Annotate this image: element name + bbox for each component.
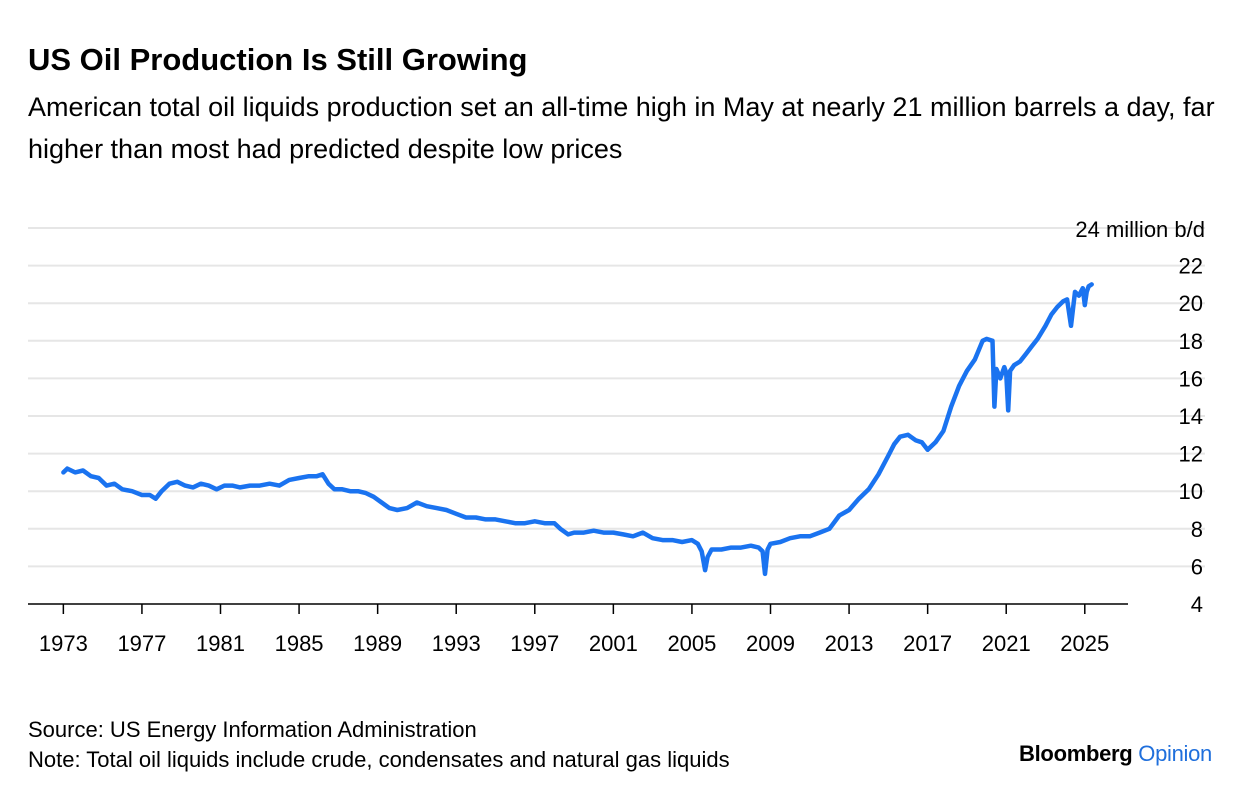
line-chart: 1973 1977 1981 1985 1989 1993 1997 2001 2005 2009… (28, 217, 1205, 656)
y-tick-label: 22 (1179, 254, 1203, 279)
chart-subtitle: American total oil liquids production se… (28, 92, 1215, 164)
y-tick-label: 8 (1191, 517, 1203, 542)
grid-lines (28, 227, 1205, 568)
x-tick-label: 2009 (746, 631, 795, 656)
y-axis-unit-label: 24 million b/d (1075, 217, 1205, 242)
x-tick-label: 1973 (39, 631, 88, 656)
x-tick-label: 2025 (1060, 631, 1109, 656)
x-tick-label: 1989 (353, 631, 402, 656)
source-note: Source: US Energy Information Administra… (28, 717, 477, 742)
y-tick-label: 14 (1179, 404, 1203, 429)
x-tick-label: 2017 (903, 631, 952, 656)
x-tick-label: 2001 (589, 631, 638, 656)
x-axis-ticks: 1973 1977 1981 1985 1989 1993 1997 2001 2005 2009… (39, 604, 1109, 656)
y-tick-label: 16 (1179, 366, 1203, 391)
y-tick-label: 18 (1179, 329, 1203, 354)
y-tick-label: 20 (1179, 291, 1203, 316)
x-tick-label: 1997 (510, 631, 559, 656)
x-tick-label: 1985 (275, 631, 324, 656)
y-tick-label: 10 (1179, 479, 1203, 504)
brand-logo: Bloomberg Opinion (1019, 741, 1212, 767)
x-tick-label: 1993 (432, 631, 481, 656)
brand-sub: Opinion (1138, 741, 1212, 766)
y-axis-ticks: 4 6 8 10 12 14 16 18 20 22 (1179, 254, 1203, 617)
y-tick-label: 4 (1191, 592, 1203, 617)
footnote: Note: Total oil liquids include crude, c… (28, 747, 730, 772)
y-tick-label: 6 (1191, 554, 1203, 579)
x-tick-label: 2005 (667, 631, 716, 656)
x-tick-label: 1977 (117, 631, 166, 656)
y-tick-label: 12 (1179, 442, 1203, 467)
x-tick-label: 2021 (982, 631, 1031, 656)
series-line-production (61, 282, 1094, 577)
x-tick-label: 1981 (196, 631, 245, 656)
x-tick-label: 2013 (825, 631, 874, 656)
brand-name: Bloomberg (1019, 741, 1133, 766)
chart-title: US Oil Production Is Still Growing (28, 42, 528, 77)
